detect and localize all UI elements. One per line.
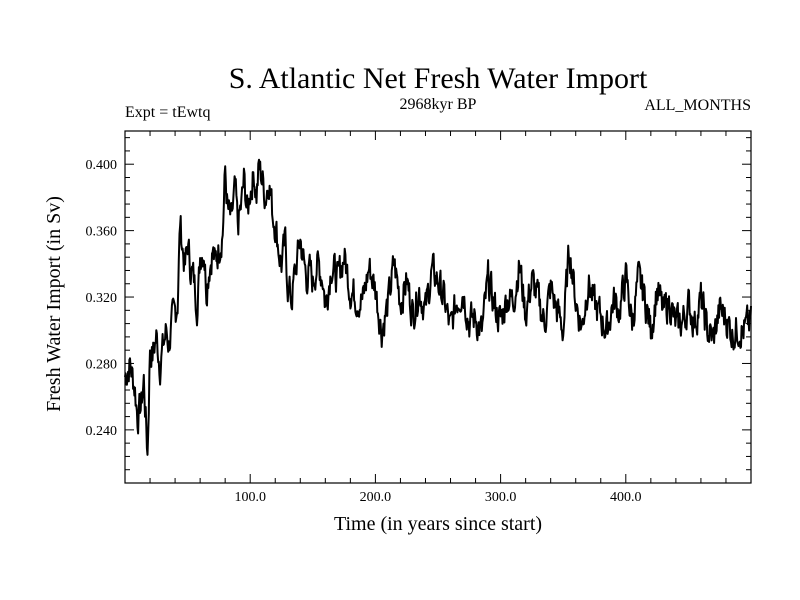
axis-tick-labels: 100.0 200.0 300.0 400.0 0.240 0.280 0.320 0.360… — [86, 158, 642, 505]
y-axis-label: Fresh Water Import (in Sv) — [43, 196, 65, 412]
y-tick-label: 0.400 — [86, 158, 118, 173]
y-tick-label: 0.240 — [86, 424, 118, 439]
y-tick-label: 0.280 — [86, 357, 118, 372]
axis-ticks — [125, 131, 751, 484]
x-axis-label: Time (in years since start) — [334, 513, 542, 535]
plot-frame — [124, 130, 752, 484]
plot-area: 100.0 200.0 300.0 400.0 0.240 0.280 0.320 0.360… — [86, 130, 752, 505]
x-tick-label: 100.0 — [234, 490, 266, 505]
subtitle-center: 2968kyr BP — [400, 96, 477, 113]
x-tick-label: 300.0 — [485, 490, 517, 505]
series-line-fresh-water-import — [124, 158, 752, 456]
y-tick-label: 0.360 — [86, 225, 118, 240]
y-tick-label: 0.320 — [86, 291, 118, 306]
x-tick-label: 400.0 — [610, 490, 642, 505]
chart-title: S. Atlantic Net Fresh Water Import — [229, 62, 648, 95]
subtitle-right: ALL_MONTHS — [644, 97, 751, 114]
subtitle-left: Expt = tEwtq — [125, 104, 210, 121]
x-tick-label: 200.0 — [360, 490, 392, 505]
